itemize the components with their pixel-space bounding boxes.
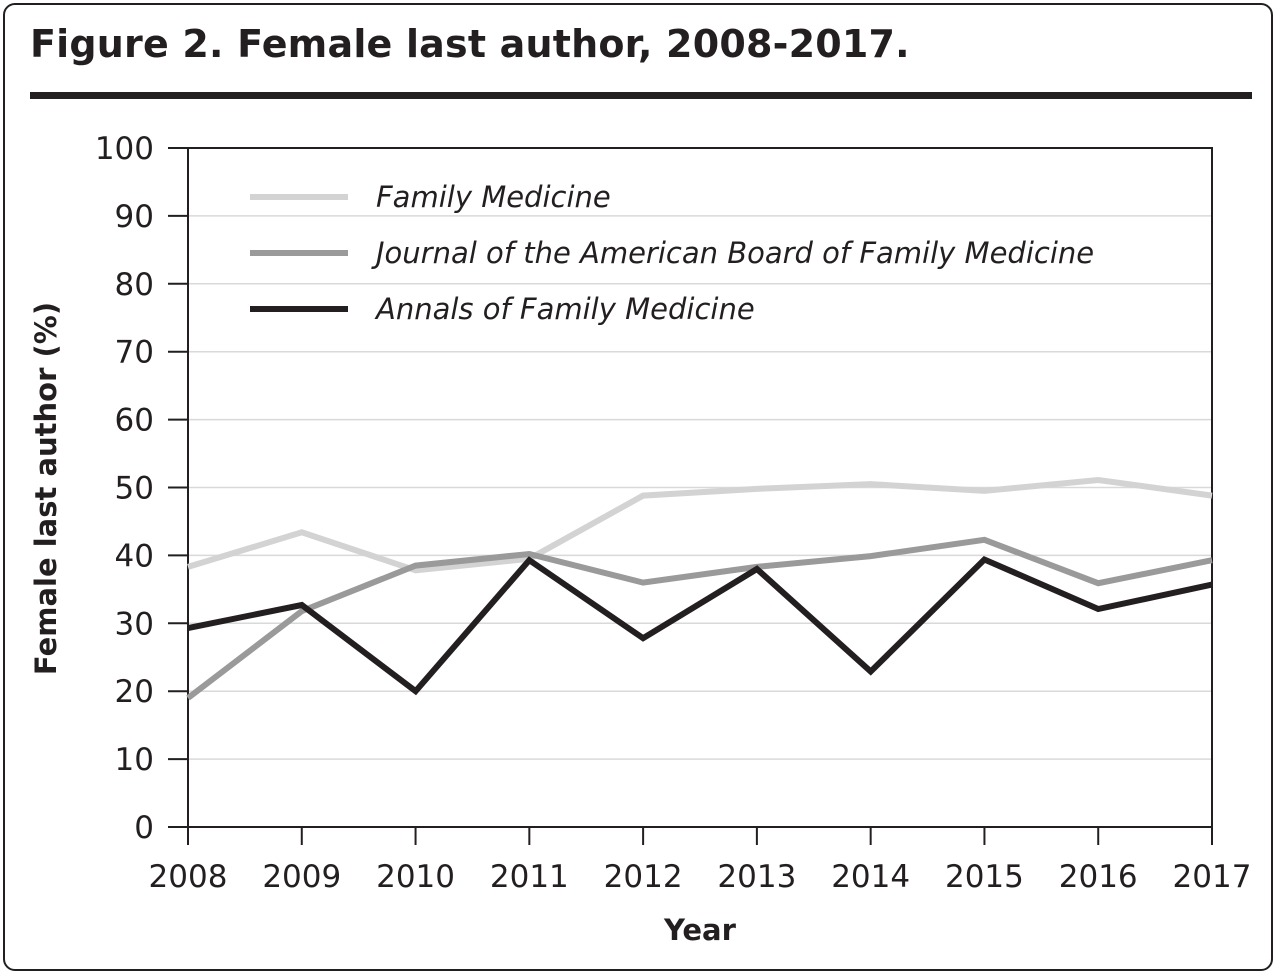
y-tick-label: 10 — [115, 742, 154, 778]
x-tick-label: 2013 — [717, 859, 796, 895]
series-line-1 — [187, 476, 1213, 574]
x-tick-label: 2008 — [149, 859, 228, 895]
legend-label: Family Medicine — [376, 180, 611, 214]
y-tick-label: 30 — [115, 606, 154, 642]
series-line-3 — [187, 555, 1213, 696]
y-tick-label: 0 — [134, 810, 154, 846]
x-tick-label: 2009 — [262, 859, 341, 895]
y-tick-label: 60 — [115, 403, 154, 439]
x-tick-label: 2010 — [376, 859, 455, 895]
x-tick-label: 2016 — [1059, 859, 1138, 895]
x-axis-title: Year — [663, 913, 737, 947]
series-lines — [186, 476, 1213, 701]
x-tick-label: 2011 — [490, 859, 569, 895]
x-tick-label: 2015 — [945, 859, 1024, 895]
x-tick-label: 2012 — [604, 859, 683, 895]
y-axis-ticks: 0 10 20 30 40 50 60 70 80 90 100 — [95, 131, 188, 846]
y-tick-label: 50 — [115, 471, 154, 507]
y-tick-label: 20 — [115, 674, 154, 710]
x-tick-label: 2017 — [1173, 859, 1252, 895]
series-line-2 — [186, 536, 1213, 701]
y-tick-label: 70 — [115, 335, 154, 371]
legend: Family Medicine Journal of the American B… — [250, 180, 1094, 326]
x-axis-ticks: 2008 2009 2010 2011 2012 2013 2014 2015 2016 2017 — [149, 827, 1252, 895]
x-tick-label: 2014 — [831, 859, 910, 895]
figure-title: Figure 2. Female last author, 2008-2017. — [30, 22, 910, 66]
y-axis-title: Female last author (%) — [29, 302, 63, 675]
y-tick-label: 90 — [115, 199, 154, 235]
legend-label: Journal of the American Board of Family … — [371, 236, 1094, 270]
legend-label: Annals of Family Medicine — [374, 292, 755, 326]
y-tick-label: 100 — [95, 131, 154, 167]
y-tick-label: 40 — [115, 538, 154, 574]
y-tick-label: 80 — [115, 267, 154, 303]
title-rule — [30, 92, 1252, 99]
